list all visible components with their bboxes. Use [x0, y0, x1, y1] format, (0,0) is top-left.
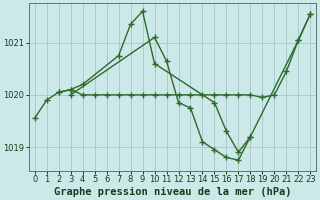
- X-axis label: Graphe pression niveau de la mer (hPa): Graphe pression niveau de la mer (hPa): [54, 186, 291, 197]
